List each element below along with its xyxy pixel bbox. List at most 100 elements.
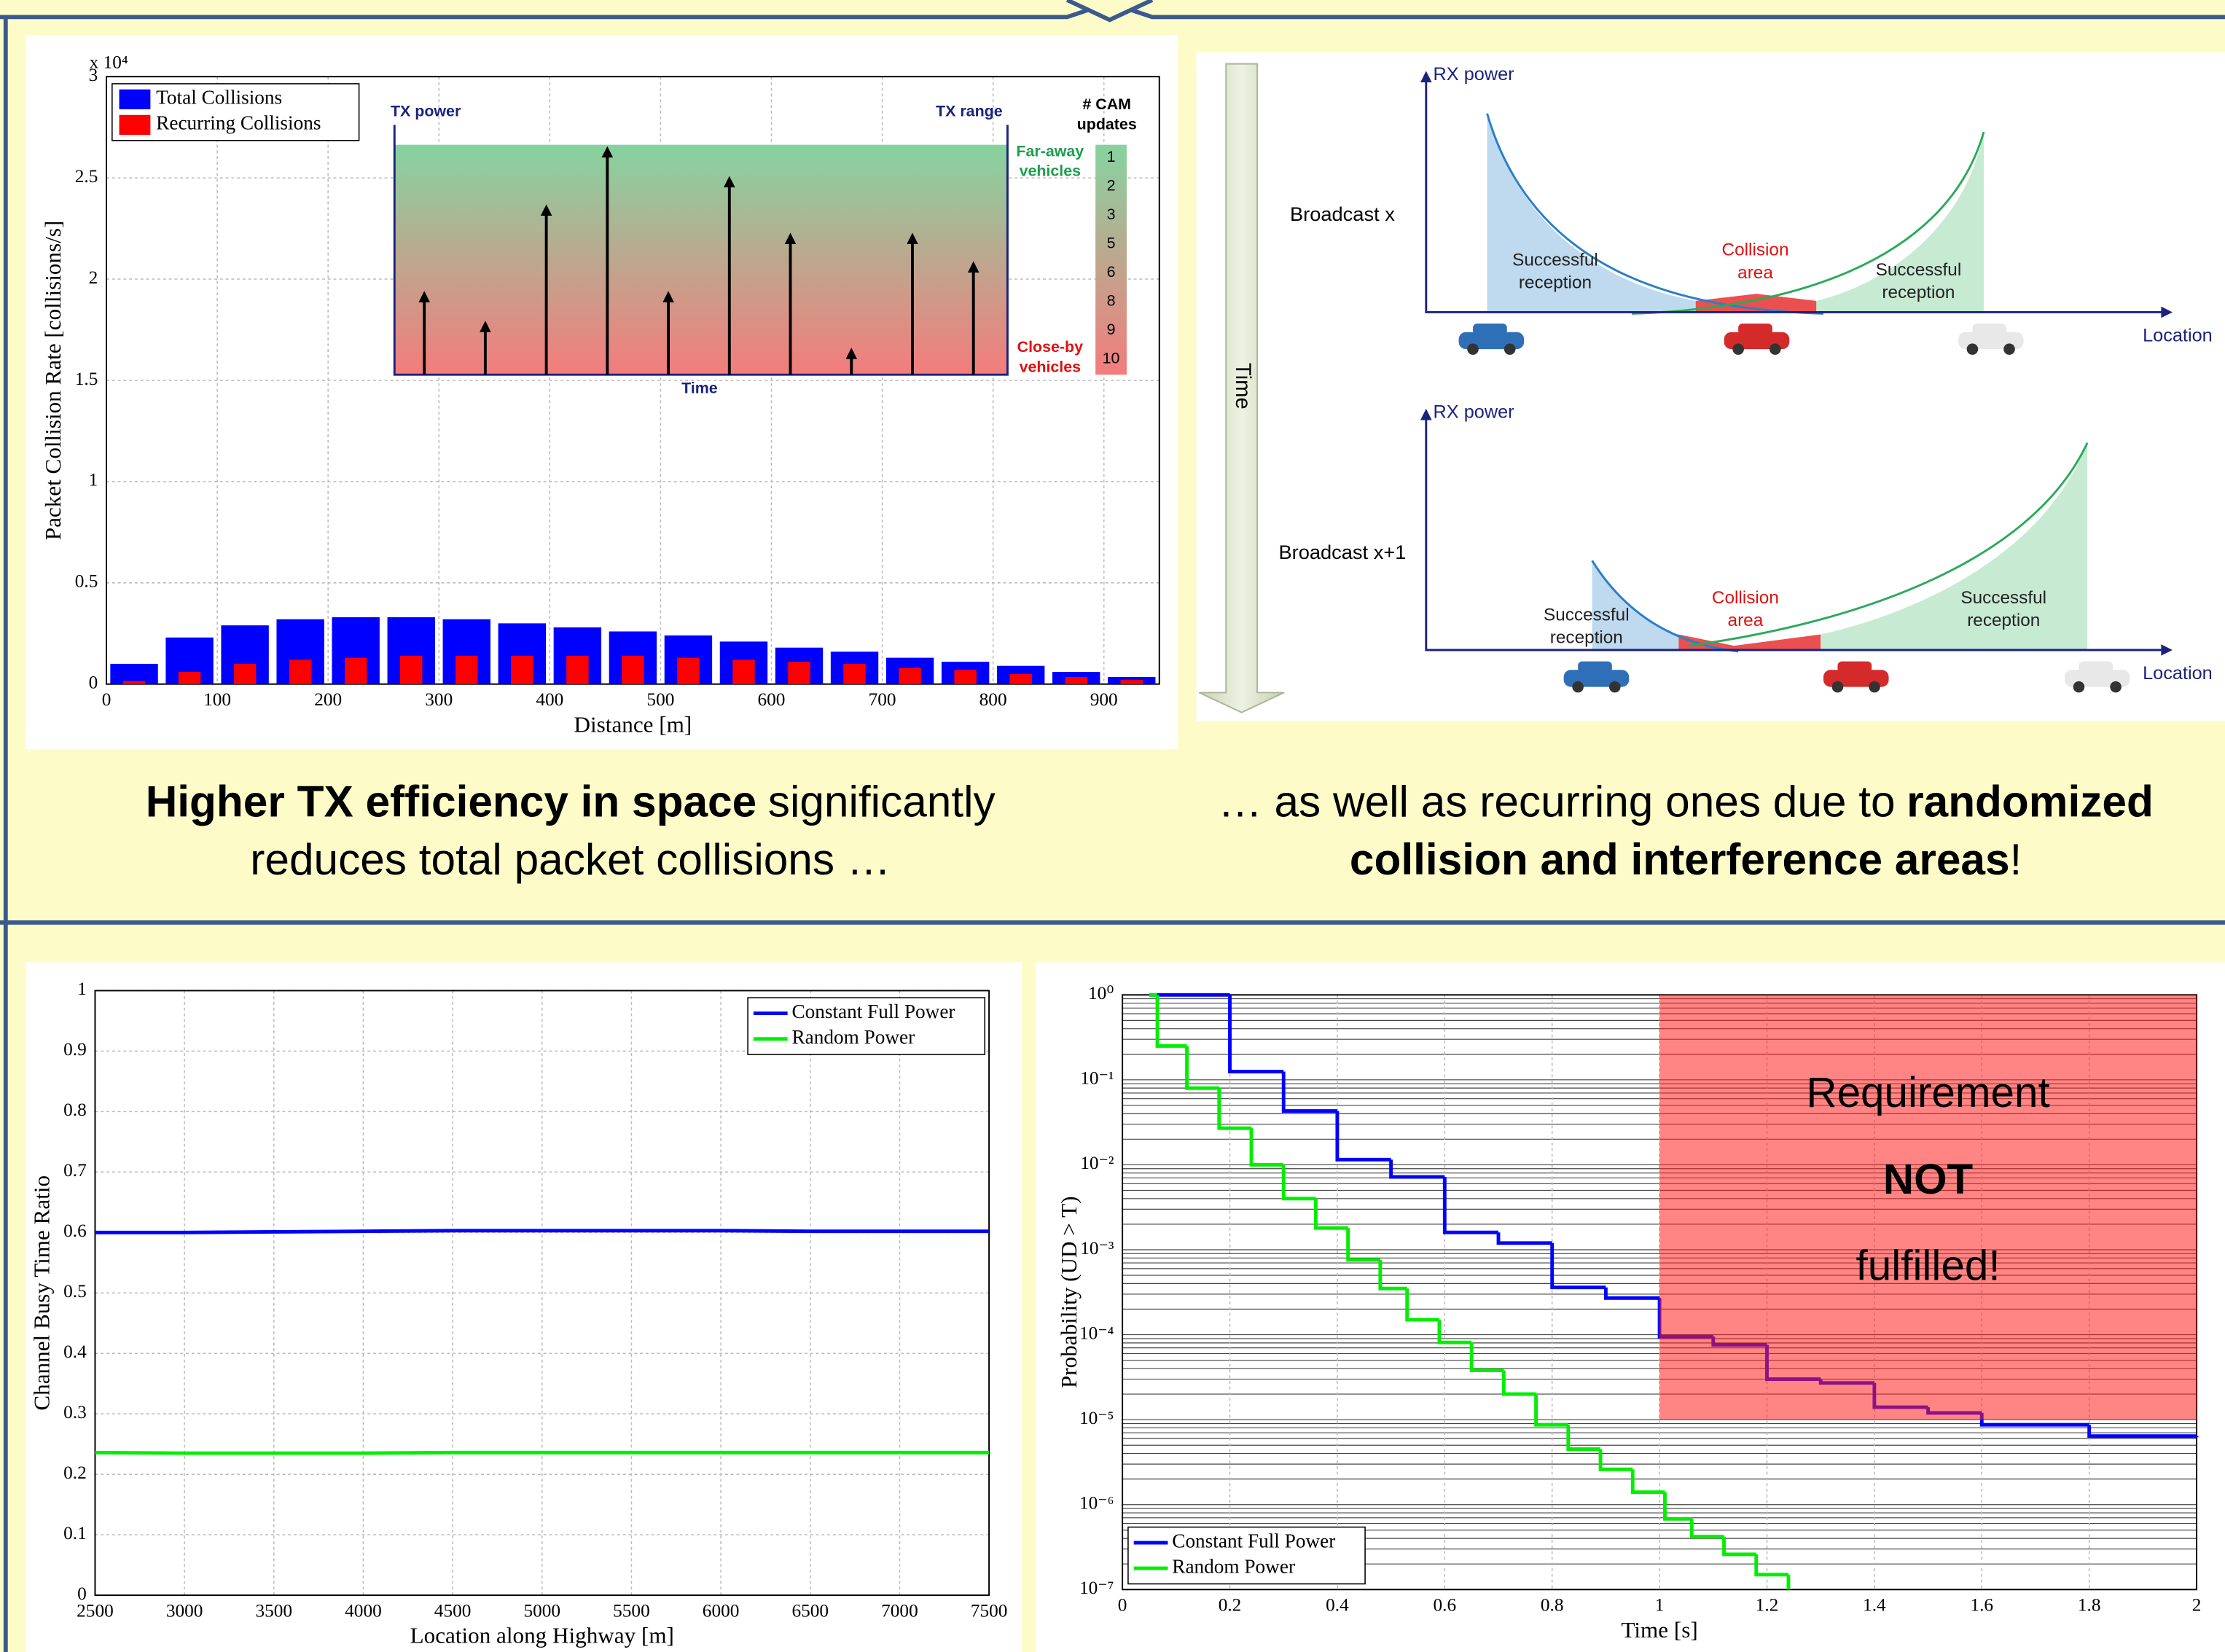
wheel — [1609, 681, 1621, 693]
x-tick-label: 1.8 — [2078, 1594, 2101, 1615]
x-axis-label: Location — [2143, 663, 2213, 684]
caption-part: significantly — [768, 776, 996, 826]
requirement-region — [1659, 995, 2197, 1420]
bar — [788, 662, 810, 684]
red-car-roof — [1738, 324, 1772, 335]
x-tick-label: 2 — [2192, 1594, 2202, 1615]
y-tick-label: 0.4 — [63, 1342, 87, 1362]
legend-label: Recurring Collisions — [156, 112, 321, 134]
y-axis-label: RX power — [1434, 402, 1514, 422]
wheel — [2110, 681, 2122, 693]
bar — [1065, 677, 1087, 684]
y-tick-label: 10⁻⁵ — [1079, 1408, 1114, 1428]
x-tick-label: 2500 — [77, 1600, 114, 1621]
x-tick-label: 500 — [646, 689, 674, 710]
y-tick-label: 10⁰ — [1088, 983, 1114, 1003]
line — [95, 1452, 989, 1453]
y-tick-label: 10⁻¹ — [1080, 1068, 1114, 1089]
bar — [954, 670, 976, 684]
bar — [455, 656, 477, 684]
x-tick-label: 1.4 — [1863, 1594, 1886, 1615]
x-tick-label: 800 — [979, 689, 1007, 710]
x-tick-label: 1.2 — [1756, 1594, 1779, 1615]
bar — [732, 659, 754, 684]
x-tick-label: 100 — [203, 689, 231, 710]
axis-multiplier: x 10⁴ — [90, 52, 128, 72]
caption-part: randomized — [1907, 776, 2154, 826]
y-tick-label: 0.7 — [63, 1160, 87, 1181]
bar — [1121, 680, 1143, 684]
bar — [899, 668, 920, 684]
bar — [345, 658, 367, 684]
inset-x-label: TX range — [936, 103, 1003, 120]
x-tick-label: 5000 — [523, 1600, 560, 1621]
inset-y-label: TX power — [391, 103, 461, 120]
caption-part: reduces total packet collisions … — [250, 834, 891, 884]
x-tick-label: 400 — [536, 689, 563, 710]
x-tick-label: 0 — [1118, 1594, 1127, 1615]
x-axis-label: Location — [2143, 325, 2213, 345]
x-tick-label: 700 — [869, 689, 896, 710]
x-tick-label: 300 — [425, 689, 453, 710]
cam-value: 6 — [1107, 263, 1116, 281]
y-tick-label: 0.8 — [63, 1100, 87, 1120]
x-tick-label: 5500 — [613, 1600, 650, 1621]
region-label: fulfilled! — [1856, 1242, 2001, 1290]
wheel — [1869, 681, 1880, 693]
x-tick-label: 4500 — [434, 1600, 472, 1621]
y-tick-label: 10⁻³ — [1080, 1238, 1114, 1258]
x-tick-label: 0.6 — [1433, 1594, 1456, 1615]
wheel — [1572, 681, 1584, 693]
y-tick-label: 0.2 — [63, 1463, 87, 1483]
blue-car-roof — [1473, 324, 1507, 335]
legend-label: Random Power — [1172, 1555, 1295, 1577]
caption: Higher TX efficiency in spacesignificant… — [146, 776, 996, 826]
y-tick-label: 1 — [77, 979, 87, 999]
x-tick-label: 200 — [314, 689, 342, 710]
legend-swatch — [120, 90, 151, 109]
y-tick-label: 10⁻² — [1080, 1153, 1114, 1173]
x-tick-label: 7500 — [971, 1600, 1008, 1621]
bar — [400, 656, 422, 684]
wheel — [2003, 343, 2015, 355]
wheel — [1467, 343, 1479, 355]
inset-time-label: Time — [681, 379, 718, 396]
legend-swatch — [120, 115, 151, 135]
region-label: Requirement — [1806, 1069, 2049, 1116]
caption-part: ! — [2010, 834, 2022, 884]
x-axis-label: Location along Highway [m] — [410, 1623, 674, 1648]
y-tick-label: 2.5 — [75, 166, 98, 187]
x-tick-label: 0 — [102, 689, 112, 710]
y-tick-label: 0.1 — [63, 1523, 87, 1543]
bar — [622, 656, 644, 684]
line — [95, 1231, 989, 1232]
white-car-roof — [2079, 662, 2113, 673]
legend-label: Constant Full Power — [791, 1001, 955, 1022]
x-axis-label: Distance [m] — [574, 711, 692, 737]
slide: Time RX powerLocationBroadcast xSuccessf… — [0, 0, 2225, 1652]
y-tick-label: 0.5 — [75, 571, 98, 592]
wheel — [2073, 681, 2085, 693]
wheel — [1832, 681, 1844, 693]
x-tick-label: 6500 — [791, 1600, 829, 1621]
wheel — [1770, 343, 1781, 355]
wheel — [1967, 343, 1979, 355]
x-tick-label: 0.4 — [1326, 1594, 1349, 1615]
caption-part: … as well as recurring ones due to — [1218, 776, 1895, 826]
y-tick-label: 2 — [89, 267, 98, 288]
wheel — [1732, 343, 1744, 355]
y-tick-label: 1.5 — [75, 369, 98, 389]
legend-label: Constant Full Power — [1172, 1530, 1335, 1551]
cam-value: 8 — [1107, 292, 1116, 310]
red-car-roof — [1837, 662, 1872, 673]
cam-value: 2 — [1107, 176, 1116, 194]
y-tick-label: 10⁻⁶ — [1079, 1493, 1114, 1514]
bar — [123, 681, 145, 684]
y-axis-label: RX power — [1434, 64, 1514, 85]
bar — [511, 656, 533, 684]
x-axis-label: Time [s] — [1621, 1617, 1697, 1643]
x-tick-label: 0.8 — [1541, 1594, 1564, 1615]
time-label: Time — [1231, 363, 1254, 410]
bar — [289, 659, 311, 684]
